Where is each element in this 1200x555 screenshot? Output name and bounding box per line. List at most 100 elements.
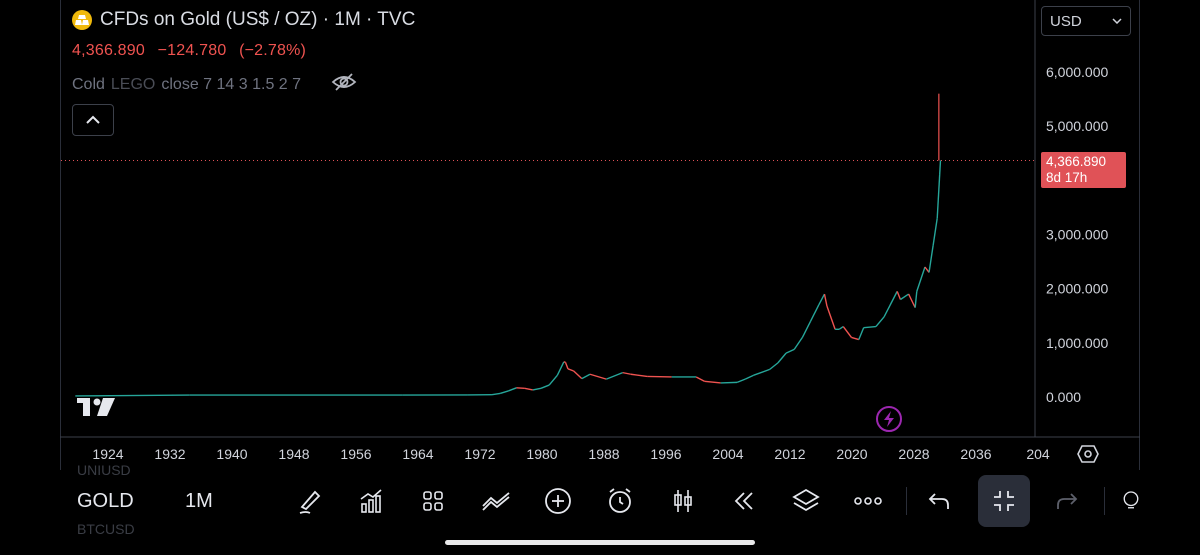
series-segment — [630, 373, 648, 378]
replay-icon — [734, 492, 753, 510]
x-tick-label: 1972 — [464, 446, 495, 462]
indicator-legend[interactable]: Cold LEGO close 7 14 3 1.5 2 7 — [72, 72, 363, 97]
x-tick-label: 2004 — [712, 446, 743, 462]
x-tick-label: 1980 — [526, 446, 557, 462]
compare-icon — [482, 492, 510, 511]
ghost-symbol-above: UNIUSD — [77, 462, 131, 478]
series-segment — [928, 245, 934, 273]
layers-button[interactable] — [788, 483, 824, 519]
series-segment — [769, 362, 779, 370]
indicators-icon — [360, 489, 382, 513]
y-tick-label: 1,000.000 — [1046, 335, 1108, 351]
fullscreen-exit-button[interactable] — [978, 475, 1030, 527]
x-tick-label: 1956 — [340, 446, 371, 462]
add-button[interactable] — [540, 483, 576, 519]
series-segment — [567, 368, 574, 372]
hidden-eye-icon[interactable] — [331, 72, 357, 97]
x-tick-label: 1948 — [278, 446, 309, 462]
series-segment — [924, 266, 930, 273]
x-tick-label: 1988 — [588, 446, 619, 462]
series-segment — [938, 160, 942, 175]
series-segment — [785, 348, 795, 354]
alert-clock-icon — [609, 488, 631, 513]
series-segment — [900, 293, 910, 301]
chart-frame-right — [1139, 0, 1140, 470]
series-segment — [896, 291, 902, 300]
indicator-label: Cold — [72, 75, 105, 93]
y-tick-label: 3,000.000 — [1046, 227, 1108, 243]
series-segment — [744, 374, 754, 380]
brush-icon — [299, 490, 321, 514]
series-segment — [907, 293, 916, 308]
series-segment — [540, 384, 550, 389]
current-price-tag: 4,366.890 8d 17h — [1041, 152, 1126, 188]
series-segment — [736, 378, 746, 384]
lightning-icon[interactable] — [876, 406, 902, 432]
compare-button[interactable] — [478, 483, 514, 519]
symbol-button[interactable]: GOLD — [77, 490, 134, 512]
chart-type-button[interactable] — [665, 483, 701, 519]
x-tick-label: 2036 — [960, 446, 991, 462]
series-segment — [858, 327, 865, 340]
x-tick-label: 1932 — [154, 446, 185, 462]
y-tick-label: 2,000.000 — [1046, 281, 1108, 297]
series-segment — [851, 336, 859, 341]
more-icon — [854, 497, 882, 505]
indicators-button[interactable] — [353, 483, 389, 519]
last-price: 4,366.890 — [72, 42, 145, 59]
chevron-up-icon — [86, 115, 100, 124]
interval-button[interactable]: 1M — [185, 490, 213, 512]
undo-icon — [928, 493, 949, 509]
x-tick-label: 1964 — [402, 446, 433, 462]
layers-icon — [792, 488, 820, 512]
series-segment — [532, 387, 542, 391]
x-tick-label: 2020 — [836, 446, 867, 462]
home-indicator[interactable] — [445, 540, 755, 545]
price-chart[interactable]: 1924 1932 1940 1948 1956 1964 1972 1980 1988 1996… — [0, 0, 1200, 470]
series-segment — [809, 304, 820, 322]
series-segment — [516, 387, 525, 390]
series-segment — [589, 373, 607, 380]
brush-tool-button[interactable] — [292, 483, 328, 519]
y-tick-label: 6,000.000 — [1046, 64, 1108, 80]
undo-button[interactable] — [922, 483, 958, 519]
idea-icon — [1123, 491, 1139, 509]
series-segment — [875, 316, 885, 328]
settings-hex-icon[interactable] — [1077, 445, 1099, 463]
series-segment — [823, 293, 828, 307]
price-tag-value: 4,366.890 — [1046, 154, 1107, 169]
series-segment — [573, 370, 583, 380]
series-segment — [622, 371, 631, 375]
more-button[interactable] — [850, 483, 886, 519]
chevron-down-icon — [1112, 18, 1122, 24]
currency-select[interactable]: USD — [1041, 6, 1131, 36]
series-segment — [777, 352, 787, 364]
chart-title-row: CFDs on Gold (US$ / OZ) · 1M · TVC — [72, 9, 415, 31]
chart-title: CFDs on Gold (US$ / OZ) · 1M · TVC — [100, 9, 416, 30]
x-tick-label: 1924 — [92, 446, 123, 462]
series-segment — [75, 394, 190, 397]
x-tick-label: 2028 — [898, 446, 929, 462]
idea-button[interactable] — [1122, 483, 1140, 519]
layouts-icon — [423, 491, 443, 511]
redo-button[interactable] — [1048, 483, 1084, 519]
price-change-pct: (−2.78%) — [239, 42, 307, 59]
series-segment — [793, 337, 803, 350]
redo-icon — [1057, 493, 1078, 509]
series-segment — [556, 361, 565, 376]
layouts-button[interactable] — [415, 483, 451, 519]
currency-label: USD — [1050, 12, 1082, 30]
toolbar-divider — [1104, 487, 1105, 515]
series-segment — [863, 325, 877, 329]
series-segment — [914, 291, 918, 308]
add-icon — [545, 488, 571, 514]
series-segment — [801, 320, 812, 338]
collapse-legend-button[interactable] — [72, 104, 114, 136]
x-tick-label: 1940 — [216, 446, 247, 462]
series-segment — [499, 390, 509, 395]
chart-frame-left — [60, 0, 61, 470]
replay-button[interactable] — [726, 483, 762, 519]
indicator-name: LEGO — [110, 75, 156, 93]
series-segment — [916, 266, 926, 292]
alert-button[interactable] — [602, 483, 638, 519]
